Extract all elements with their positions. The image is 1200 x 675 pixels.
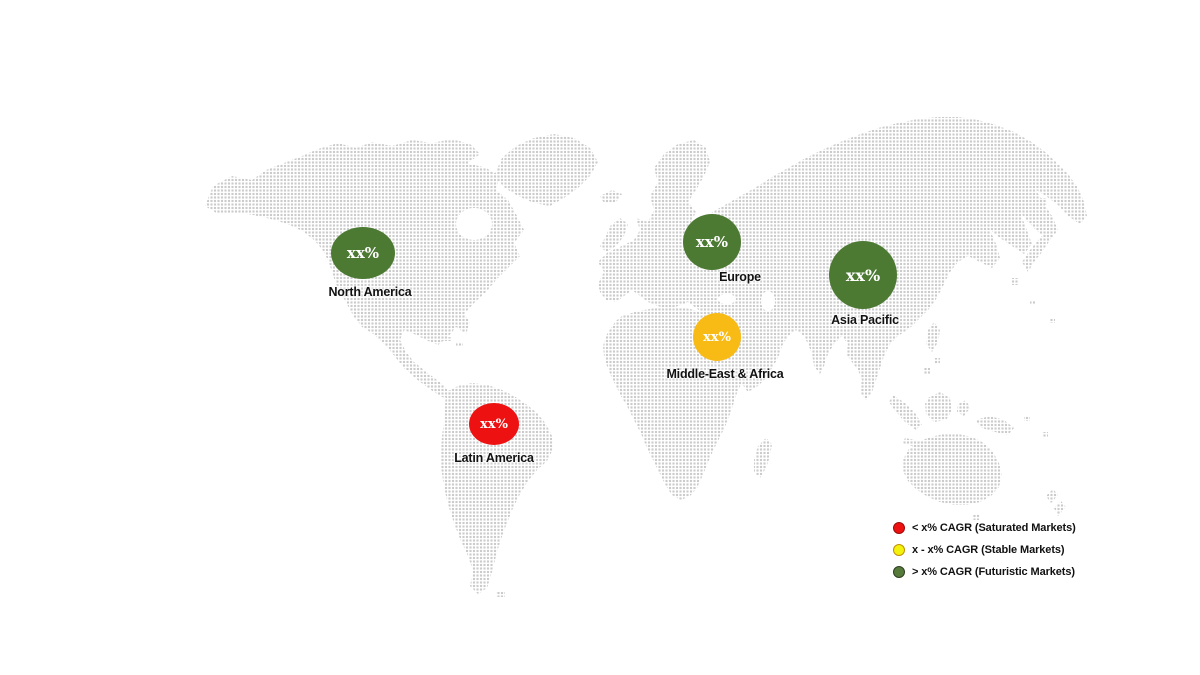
japan-island [1012,278,1019,285]
legend-swatch-yellow-circle [893,544,905,556]
legend-item-futuristic: > x% CAGR (Futuristic Markets) [893,565,1076,579]
bubble-latin-america: xx% [469,403,519,445]
falkland-islands [496,592,505,597]
caribbean-island [440,337,452,341]
legend-label: > x% CAGR (Futuristic Markets) [912,566,1075,578]
madagascar [754,438,772,478]
new-zealand-north [1046,489,1058,503]
legend-item-saturated: < x% CAGR (Saturated Markets) [893,521,1076,535]
new-zealand-south [1054,501,1066,516]
legend-label: < x% CAGR (Saturated Markets) [912,522,1076,534]
bubble-north-america: xx% [331,227,395,279]
bubble-value: xx% [695,233,729,251]
pacific-island [1030,300,1035,305]
legend-item-stable: x - x% CAGR (Stable Markets) [893,543,1076,557]
greenland [494,134,598,206]
region-label-middle-east-africa: Middle-East & Africa [666,367,784,381]
region-label-latin-america: Latin America [454,451,534,465]
bubble-value: xx% [480,416,508,432]
bubble-middle-east-africa: xx% [693,313,741,361]
tasmania [972,514,980,520]
pacific-island [1042,432,1048,437]
iceland [600,190,622,203]
new-guinea [975,416,1014,435]
legend-swatch-green-circle [893,566,905,578]
caspian-sea [761,291,775,311]
philippine-island [924,368,930,374]
region-label-north-america: North America [328,285,412,299]
legend-swatch-red-circle [893,522,905,534]
caribbean-island [456,342,463,346]
bubble-value: xx% [703,329,731,345]
kuril-islands [1040,198,1047,205]
legend: < x% CAGR (Saturated Markets) x - x% CAG… [893,521,1076,579]
pacific-island [1024,416,1030,421]
continent-south-america [441,383,553,594]
pacific-island [1050,318,1055,323]
sulawesi [957,400,970,416]
continent-australia [902,434,1002,505]
bubble-value: xx% [845,265,881,285]
bubble-asia-pacific: xx% [829,241,897,309]
philippines [926,322,940,352]
region-label-europe: Europe [719,270,761,284]
hudson-bay [456,208,492,240]
caribbean-island [424,332,434,336]
legend-label: x - x% CAGR (Stable Markets) [912,544,1065,556]
region-label-asia-pacific: Asia Pacific [831,313,899,327]
borneo [925,392,952,422]
bubble-europe: xx% [683,214,741,270]
philippine-island [934,358,940,364]
british-isles [600,218,628,252]
black-sea [718,294,736,304]
japan [1022,232,1050,272]
bubble-value: xx% [346,244,380,262]
sumatra [889,395,922,430]
